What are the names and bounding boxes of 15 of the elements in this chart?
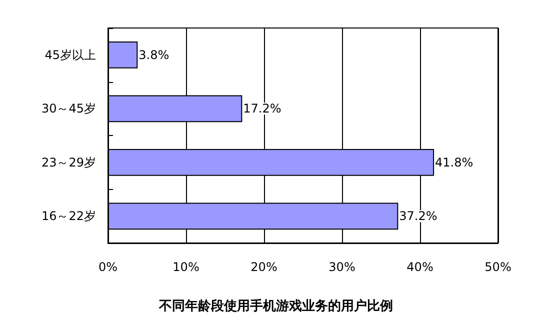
x-tick-label: 30% (328, 260, 356, 274)
x-tick-label: 40% (406, 260, 434, 274)
y-tick-label: 45岁以上 (44, 48, 96, 62)
x-tick-label: 20% (250, 260, 278, 274)
data-label: 41.8% (435, 155, 474, 170)
y-tick-label: 16～22岁 (41, 209, 96, 224)
y-tick-label: 23～29岁 (41, 155, 96, 170)
x-tick-label: 10% (172, 260, 200, 274)
data-label: 37.2% (399, 209, 438, 224)
data-label: 3.8% (138, 48, 170, 62)
x-tick-label: 0% (98, 260, 118, 274)
text: 不同年龄段使用手机游戏业务的用户比例 (158, 298, 393, 314)
y-tick-label: 30～45岁 (41, 102, 96, 116)
x-tick-label: 50% (484, 260, 512, 274)
data-label: 17.2% (243, 102, 282, 116)
